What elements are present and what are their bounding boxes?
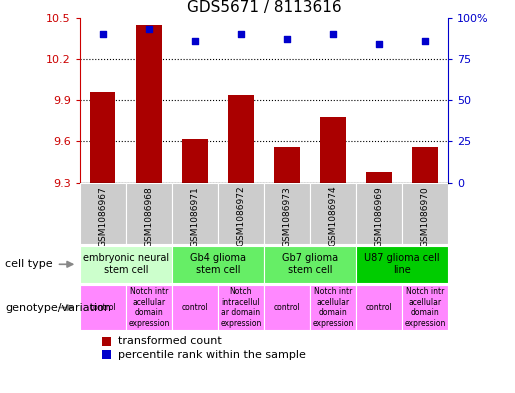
Text: U87 glioma cell
line: U87 glioma cell line (364, 253, 440, 275)
Text: transformed count: transformed count (118, 336, 222, 346)
Point (237, 31, 245, 37)
Text: Notch intr
acellular
domain
expression: Notch intr acellular domain expression (312, 287, 354, 328)
Bar (126, 183, 172, 244)
Bar (102, 350, 111, 359)
Bar (413, 147, 438, 183)
Text: genotype/variation: genotype/variation (5, 303, 111, 312)
Bar (80, 285, 126, 330)
Bar (264, 246, 356, 283)
Bar (218, 285, 264, 330)
Text: GSM1086972: GSM1086972 (236, 186, 246, 246)
Point (145, 26, 153, 32)
Text: GSM1086967: GSM1086967 (98, 186, 107, 246)
Point (375, 41, 383, 47)
Point (283, 36, 291, 42)
Bar (356, 246, 448, 283)
Bar (366, 172, 392, 183)
Bar (90, 92, 115, 183)
Bar (356, 183, 402, 244)
Bar (126, 285, 172, 330)
Bar (80, 183, 126, 244)
Bar (80, 246, 172, 283)
Bar (172, 285, 218, 330)
Title: GDS5671 / 8113616: GDS5671 / 8113616 (186, 0, 341, 15)
Text: Notch intr
acellular
domain
expression: Notch intr acellular domain expression (128, 287, 169, 328)
Point (329, 31, 337, 37)
Text: Gb4 glioma
stem cell: Gb4 glioma stem cell (190, 253, 246, 275)
Text: Notch intr
acellular
domain
expression: Notch intr acellular domain expression (404, 287, 445, 328)
Bar (356, 285, 402, 330)
Text: percentile rank within the sample: percentile rank within the sample (118, 350, 306, 360)
Text: GSM1086974: GSM1086974 (329, 186, 337, 246)
Bar (274, 147, 300, 183)
Text: cell type: cell type (5, 259, 53, 269)
Text: GSM1086973: GSM1086973 (282, 186, 291, 246)
Bar (320, 117, 346, 183)
Bar (402, 183, 448, 244)
Text: control: control (273, 303, 300, 312)
Text: Notch
intracellul
ar domain
expression: Notch intracellul ar domain expression (220, 287, 262, 328)
Bar (102, 337, 111, 346)
Text: embryonic neural
stem cell: embryonic neural stem cell (83, 253, 169, 275)
Bar (172, 246, 264, 283)
Point (421, 38, 429, 44)
Point (191, 38, 199, 44)
Bar (310, 183, 356, 244)
Bar (402, 285, 448, 330)
Point (99, 31, 107, 37)
Text: GSM1086968: GSM1086968 (144, 186, 153, 246)
Bar (264, 183, 310, 244)
Bar (172, 183, 218, 244)
Text: GSM1086971: GSM1086971 (191, 186, 199, 246)
Text: GSM1086970: GSM1086970 (421, 186, 430, 246)
Bar (136, 24, 162, 183)
Text: Gb7 glioma
stem cell: Gb7 glioma stem cell (282, 253, 338, 275)
Bar (310, 285, 356, 330)
Text: control: control (90, 303, 116, 312)
Text: control: control (366, 303, 392, 312)
Text: control: control (181, 303, 208, 312)
Text: GSM1086969: GSM1086969 (374, 186, 384, 246)
Bar (218, 183, 264, 244)
Bar (228, 95, 253, 183)
Bar (182, 139, 208, 183)
Bar (264, 285, 310, 330)
